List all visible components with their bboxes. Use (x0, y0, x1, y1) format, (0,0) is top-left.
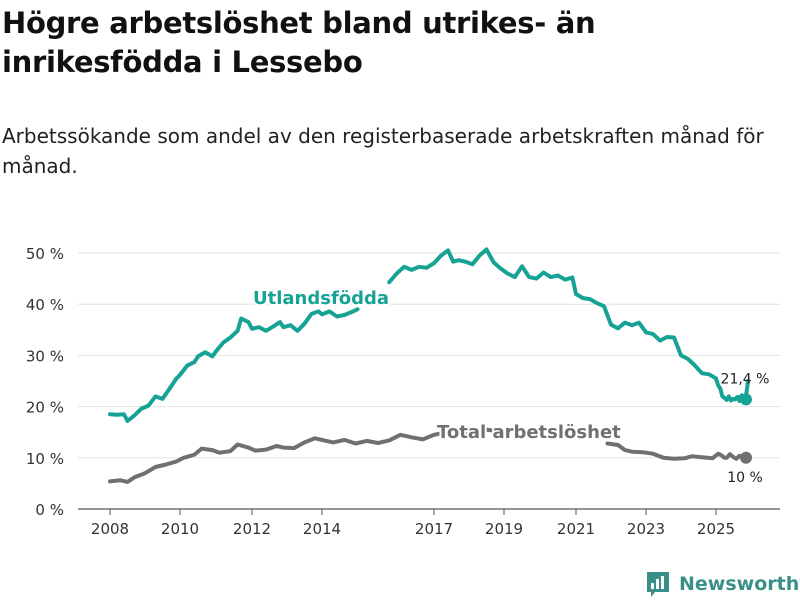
x-tick-label: 2014 (303, 520, 341, 538)
brand-name: Newsworthy (679, 573, 800, 595)
series-line-utlandsfodda (108, 307, 360, 423)
x-tick-label: 2017 (415, 520, 453, 538)
series-line-utlandsfodda (387, 247, 750, 403)
x-tick-label: 2012 (233, 520, 271, 538)
series-label: Total arbetslöshet (437, 422, 621, 443)
annotations: Utlandsfödda 21,4 % Total arbetslöshet 10 % (251, 286, 770, 486)
y-tick-label: 30 % (26, 347, 64, 365)
x-tick-label: 2023 (627, 520, 665, 538)
y-tick-label: 0 % (35, 501, 64, 519)
y-tick-label: 10 % (26, 450, 64, 468)
x-axis: 2008 2010 2012 2014 2017 2019 2021 2023 2025 (91, 509, 735, 538)
y-tick-label: 20 % (26, 399, 64, 417)
line-chart: 0 % 10 % 20 % 30 % 40 % 50 % 2008 2010 2012 2014… (26, 245, 780, 538)
y-gridlines: 0 % 10 % 20 % 30 % 40 % 50 % (26, 245, 780, 519)
series-layer (108, 247, 752, 484)
series-end-point (740, 393, 752, 406)
x-tick-label: 2025 (697, 520, 735, 538)
chart-subtitle: Arbetssökande som andel av den registerb… (2, 124, 764, 178)
x-tick-label: 2010 (161, 520, 199, 538)
series-label: Utlandsfödda (253, 288, 389, 309)
series-line-total (605, 441, 750, 461)
x-tick-label: 2008 (91, 520, 129, 538)
end-value-label: 21,4 % (721, 371, 770, 387)
y-tick-label: 40 % (26, 296, 64, 314)
newsworthy-logo-icon (647, 572, 669, 597)
y-tick-label: 50 % (26, 245, 64, 263)
x-tick-label: 2021 (557, 520, 595, 538)
chart-title: Högre arbetslöshet bland utrikes- än inr… (2, 6, 596, 79)
brand-logo[interactable]: Newsworthy (645, 569, 800, 599)
x-tick-label: 2019 (485, 520, 523, 538)
series-line-total (108, 427, 506, 484)
series-end-point (740, 451, 752, 464)
end-value-label: 10 % (727, 470, 763, 486)
